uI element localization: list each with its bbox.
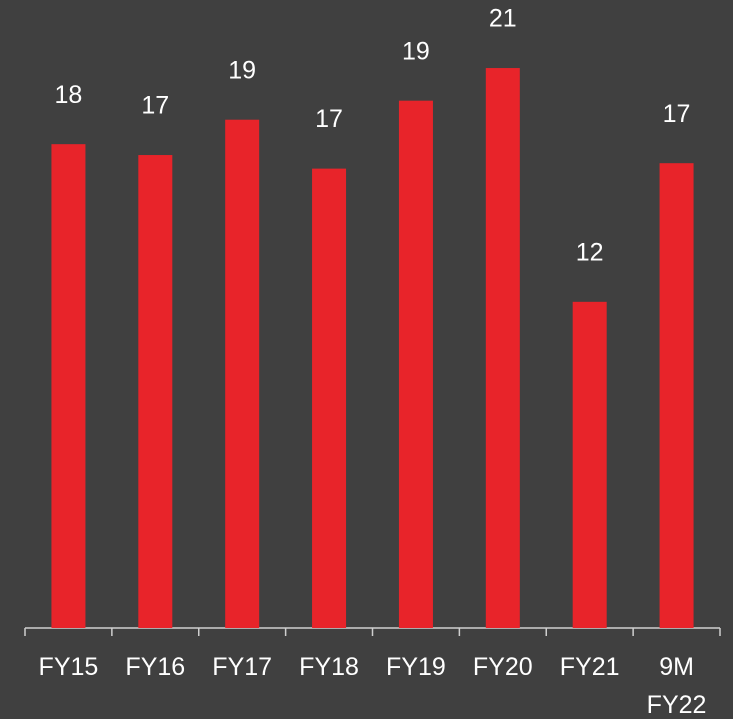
value-label: 17 bbox=[315, 105, 343, 133]
bar bbox=[312, 168, 347, 629]
x-tick-label: 9M FY22 bbox=[646, 653, 707, 719]
value-label: 18 bbox=[55, 81, 83, 109]
bar bbox=[51, 144, 86, 628]
bar bbox=[398, 100, 433, 628]
x-tick-label: FY15 bbox=[38, 653, 99, 681]
value-label: 19 bbox=[228, 56, 256, 84]
x-tick-label: FY16 bbox=[125, 653, 186, 681]
value-label: 21 bbox=[489, 5, 517, 33]
x-tick-label: FY18 bbox=[299, 653, 359, 681]
x-tick-label: FY17 bbox=[212, 653, 273, 681]
value-label: 19 bbox=[402, 37, 430, 65]
value-label: 17 bbox=[663, 100, 691, 128]
x-tick-label: FY20 bbox=[472, 653, 533, 681]
bar bbox=[659, 163, 694, 628]
bar bbox=[225, 119, 260, 628]
bar bbox=[572, 301, 607, 628]
x-tick-label: FY19 bbox=[386, 653, 446, 681]
bar bbox=[138, 155, 173, 628]
x-tick-label: FY21 bbox=[559, 653, 620, 681]
value-label: 12 bbox=[576, 238, 604, 266]
value-label: 17 bbox=[141, 92, 169, 120]
bar bbox=[485, 68, 520, 628]
